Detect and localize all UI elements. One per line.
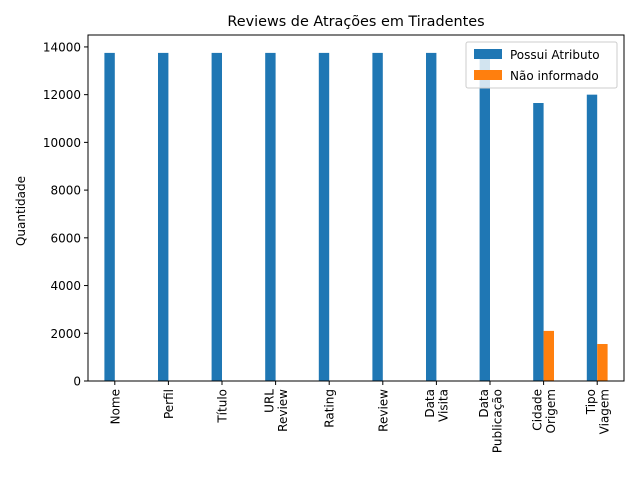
y-tick-label: 6000 xyxy=(50,231,81,245)
legend-swatch xyxy=(474,49,502,59)
x-tick-label: Perfil xyxy=(162,389,176,419)
y-tick-label: 14000 xyxy=(43,40,81,54)
y-tick-label: 0 xyxy=(73,375,81,389)
bar-possui-1 xyxy=(158,52,169,382)
y-tick-label: 10000 xyxy=(43,136,81,150)
legend-swatch xyxy=(474,70,502,80)
y-axis-label: Quantidade xyxy=(14,176,28,246)
bar-possui-6 xyxy=(426,52,437,382)
x-tick-label: Tipo xyxy=(584,389,598,415)
y-tick-label: 4000 xyxy=(50,279,81,293)
bar-possui-5 xyxy=(372,52,383,382)
y-axis: 0 2000 4000 6000 8000 10000 12000 14000 xyxy=(43,40,88,389)
x-tick-label: Review xyxy=(376,389,390,432)
x-tick-label: Publicação xyxy=(490,389,504,453)
x-tick-label: Título xyxy=(216,389,230,424)
x-tick-label: Viagem xyxy=(597,389,611,434)
x-tick-label: Data xyxy=(477,389,491,418)
bar-nao-informado-9 xyxy=(597,344,608,381)
legend-box xyxy=(465,41,618,89)
x-tick-label: Visita xyxy=(437,389,451,422)
plot-area xyxy=(104,52,608,382)
x-tick-label: Nome xyxy=(108,389,122,424)
y-tick-label: 12000 xyxy=(43,88,81,102)
x-axis: Nome Perfil Título URL Review Rating Review Dat… xyxy=(108,381,611,453)
bar-possui-3 xyxy=(265,52,276,382)
x-tick-label: Rating xyxy=(323,389,337,428)
bar-possui-7 xyxy=(479,52,490,382)
bar-nao-informado-8 xyxy=(543,330,554,381)
legend-label: Possui Atributo xyxy=(510,48,600,62)
x-tick-label: URL xyxy=(262,389,276,413)
x-tick-label: Cidade xyxy=(530,389,544,431)
y-tick-label: 8000 xyxy=(50,184,81,198)
bar-possui-8 xyxy=(533,103,544,381)
legend-label: Não informado xyxy=(510,69,599,83)
bar-possui-9 xyxy=(586,94,598,381)
y-tick-label: 2000 xyxy=(50,327,81,341)
x-tick-label: Origem xyxy=(544,389,558,433)
bar-possui-2 xyxy=(211,52,222,382)
bar-possui-4 xyxy=(318,52,330,382)
x-tick-label: Data xyxy=(423,389,437,418)
legend: Possui Atributo Não informado xyxy=(465,41,618,89)
chart-title: Reviews de Atrações em Tiradentes xyxy=(227,14,484,30)
bar-possui-0 xyxy=(104,52,115,382)
x-tick-label: Review xyxy=(276,389,290,432)
axes-frame xyxy=(87,34,625,382)
